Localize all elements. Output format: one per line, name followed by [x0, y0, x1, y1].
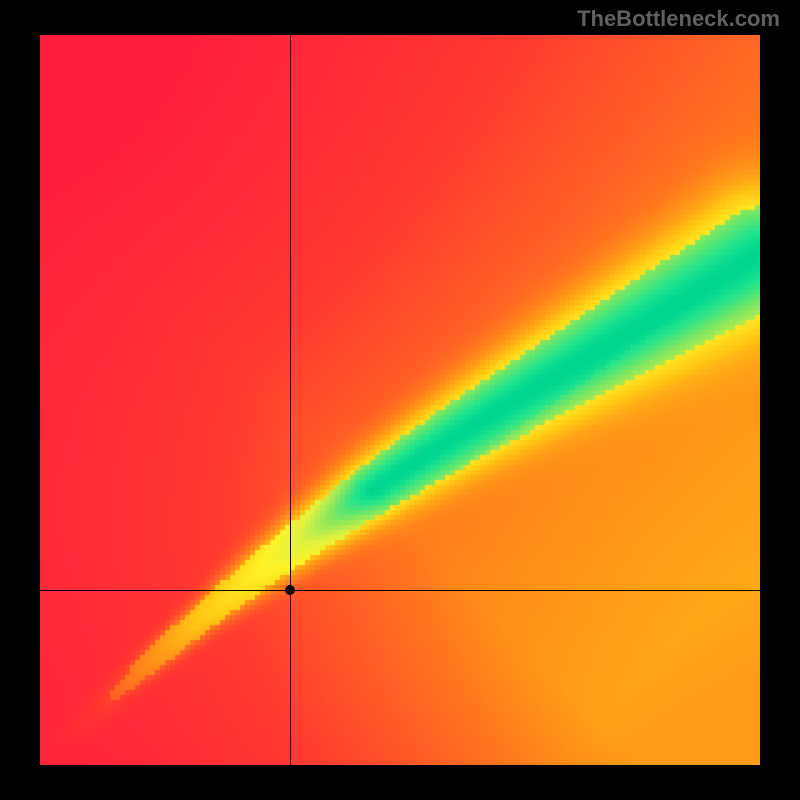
crosshair-vertical — [290, 35, 291, 765]
crosshair-horizontal — [40, 590, 760, 591]
watermark-text: TheBottleneck.com — [577, 6, 780, 32]
heatmap-canvas — [40, 35, 760, 765]
marker-point — [285, 585, 295, 595]
bottleneck-heatmap — [40, 35, 760, 765]
